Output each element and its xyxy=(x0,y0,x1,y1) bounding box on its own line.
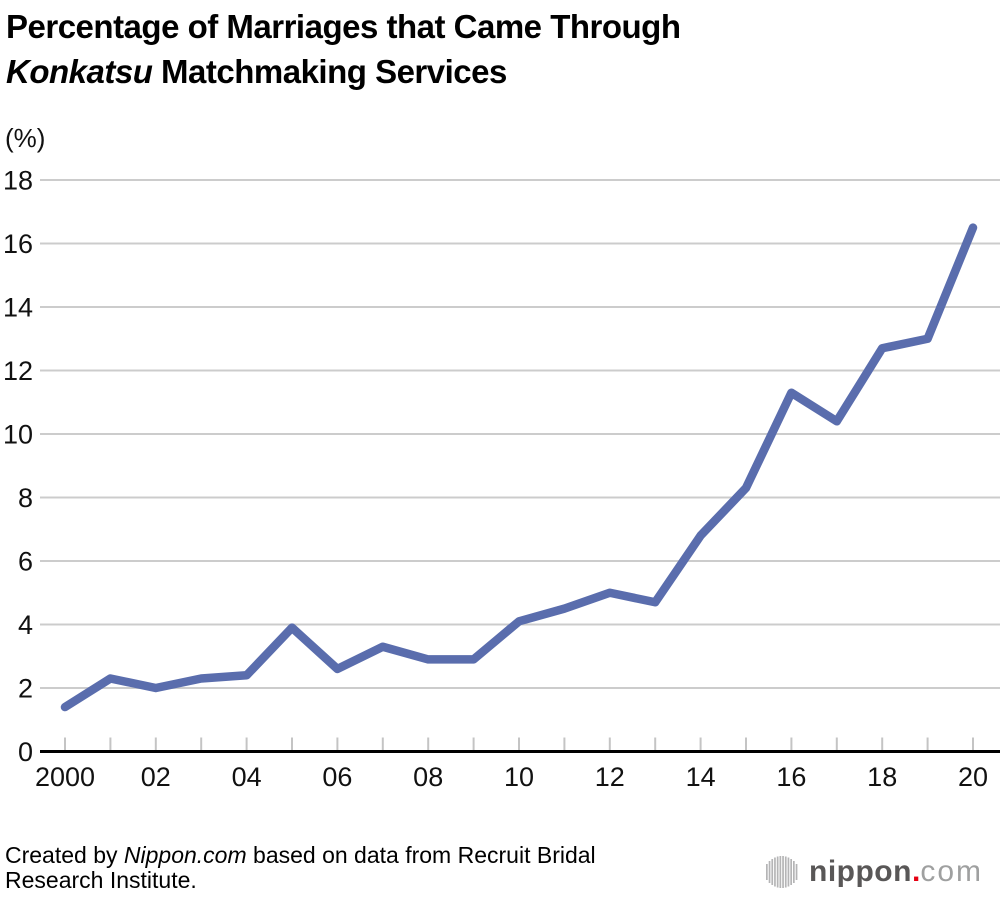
nippon-logo: nippon.com xyxy=(766,853,983,891)
data-series-line xyxy=(60,223,978,712)
credit-site-name: Nippon.com xyxy=(123,842,247,868)
x-axis-tick-label: 04 xyxy=(232,762,262,792)
x-axis-tick-label: 18 xyxy=(867,762,897,792)
source-credit: Created by Nippon.com based on data from… xyxy=(5,842,596,893)
y-axis-tick-label: 18 xyxy=(3,166,33,196)
chart-title-line2: Konkatsu Matchmaking Services xyxy=(6,53,507,90)
x-axis-tick-label: 02 xyxy=(141,762,171,792)
chart-title: Percentage of Marriages that Came Throug… xyxy=(6,4,681,94)
nippon-logo-text: nippon.com xyxy=(809,855,983,888)
chart-title-italic-word: Konkatsu xyxy=(6,53,153,90)
soundwave-circle-icon xyxy=(766,856,798,888)
y-axis-tick-label: 4 xyxy=(18,610,33,640)
y-axis-tick-label: 14 xyxy=(3,293,33,323)
x-axis-tick-label: 2000 xyxy=(35,762,95,792)
y-axis-tick-label: 8 xyxy=(18,483,33,513)
x-axis-tick-label: 14 xyxy=(686,762,716,792)
y-axis-tick-label: 2 xyxy=(18,674,33,704)
x-axis-tick-label: 10 xyxy=(504,762,534,792)
x-axis-tick-label: 20 xyxy=(958,762,988,792)
x-axis-tick-label: 16 xyxy=(776,762,806,792)
x-axis-tick-label: 12 xyxy=(595,762,625,792)
chart-title-line1: Percentage of Marriages that Came Throug… xyxy=(6,8,681,45)
y-axis-tick-label: 12 xyxy=(3,356,33,386)
y-axis-tick-label: 10 xyxy=(3,420,33,450)
x-axis-tick-label: 08 xyxy=(413,762,443,792)
y-axis-tick-label: 16 xyxy=(3,229,33,259)
y-axis-tick-label: 0 xyxy=(18,737,33,767)
y-axis-unit-label: (%) xyxy=(5,123,46,153)
x-axis-tick-label: 06 xyxy=(322,762,352,792)
y-axis-tick-label: 6 xyxy=(18,547,33,577)
